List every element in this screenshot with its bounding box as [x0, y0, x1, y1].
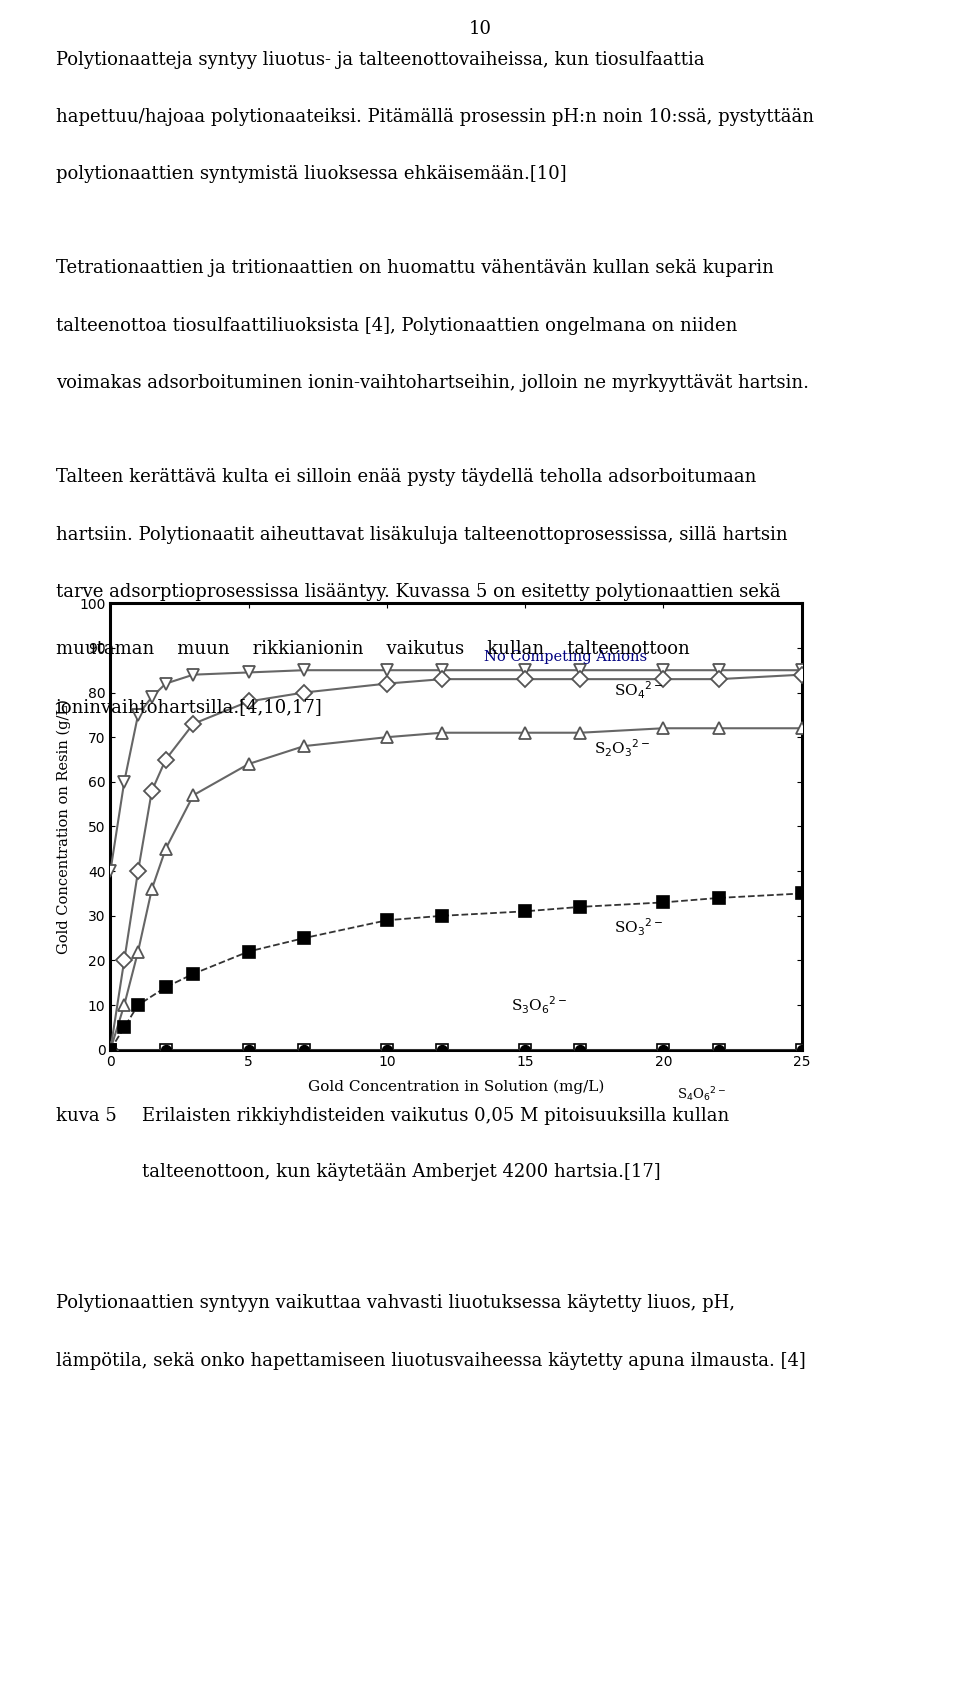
Text: talteenottoon, kun käytetään Amberjet 4200 hartsia.[17]: talteenottoon, kun käytetään Amberjet 42…: [142, 1163, 660, 1181]
Text: S$_2$O$_3$$^{2-}$: S$_2$O$_3$$^{2-}$: [594, 738, 651, 758]
Text: Polytionaattien syntyyn vaikuttaa vahvasti liuotuksessa käytetty liuos, pH,: Polytionaattien syntyyn vaikuttaa vahvas…: [56, 1294, 734, 1313]
Text: lämpötila, sekä onko hapettamiseen liuotusvaiheessa käytetty apuna ilmausta. [4]: lämpötila, sekä onko hapettamiseen liuot…: [56, 1351, 805, 1370]
Text: 10: 10: [468, 20, 492, 39]
Text: tarve adsorptioprosessissa lisääntyy. Kuvassa 5 on esitetty polytionaattien sekä: tarve adsorptioprosessissa lisääntyy. Ku…: [56, 583, 780, 602]
Text: hapettuu/hajoaa polytionaateiksi. Pitämällä prosessin pH:n noin 10:ssä, pystyttä: hapettuu/hajoaa polytionaateiksi. Pitämä…: [56, 108, 814, 126]
Text: No Competing Anions: No Competing Anions: [484, 650, 647, 664]
X-axis label: Gold Concentration in Solution (mg/L): Gold Concentration in Solution (mg/L): [308, 1080, 604, 1094]
Text: voimakas adsorboituminen ionin-vaihtohartseihin, jolloin ne myrkyyttävät hartsin: voimakas adsorboituminen ionin-vaihtohar…: [56, 374, 808, 393]
Y-axis label: Gold Concentration on Resin (g/L): Gold Concentration on Resin (g/L): [57, 699, 71, 954]
Text: kuva 5: kuva 5: [56, 1107, 116, 1126]
Text: Tetrationaattien ja tritionaattien on huomattu vähentävän kullan sekä kuparin: Tetrationaattien ja tritionaattien on hu…: [56, 259, 774, 278]
Text: muutaman    muun    rikkianionin    vaikutus    kullan    talteenottoon: muutaman muun rikkianionin vaikutus kull…: [56, 640, 689, 659]
Text: Erilaisten rikkiyhdisteiden vaikutus 0,05 M pitoisuuksilla kullan: Erilaisten rikkiyhdisteiden vaikutus 0,0…: [142, 1107, 730, 1126]
Text: ioninvaihtohartsilla.[4,10,17]: ioninvaihtohartsilla.[4,10,17]: [56, 698, 323, 716]
Text: SO$_3$$^{2-}$: SO$_3$$^{2-}$: [613, 917, 662, 937]
Text: SO$_4$$^{2-}$: SO$_4$$^{2-}$: [613, 679, 662, 701]
Text: Talteen kerättävä kulta ei silloin enää pysty täydellä teholla adsorboitumaan: Talteen kerättävä kulta ei silloin enää …: [56, 468, 756, 485]
Text: polytionaattien syntymistä liuoksessa ehkäisemään.[10]: polytionaattien syntymistä liuoksessa eh…: [56, 165, 566, 184]
Text: S$_3$O$_6$$^{2-}$: S$_3$O$_6$$^{2-}$: [512, 994, 568, 1016]
Text: hartsiin. Polytionaatit aiheuttavat lisäkuluja talteenottoprosessissa, sillä har: hartsiin. Polytionaatit aiheuttavat lisä…: [56, 526, 787, 544]
Text: talteenottoa tiosulfaattiliuoksista [4], Polytionaattien ongelmana on niiden: talteenottoa tiosulfaattiliuoksista [4],…: [56, 317, 737, 335]
Text: Polytionaatteja syntyy liuotus- ja talteenottovaiheissa, kun tiosulfaattia: Polytionaatteja syntyy liuotus- ja talte…: [56, 51, 705, 69]
Text: S$_4$O$_6$$^{2-}$: S$_4$O$_6$$^{2-}$: [677, 1085, 727, 1104]
